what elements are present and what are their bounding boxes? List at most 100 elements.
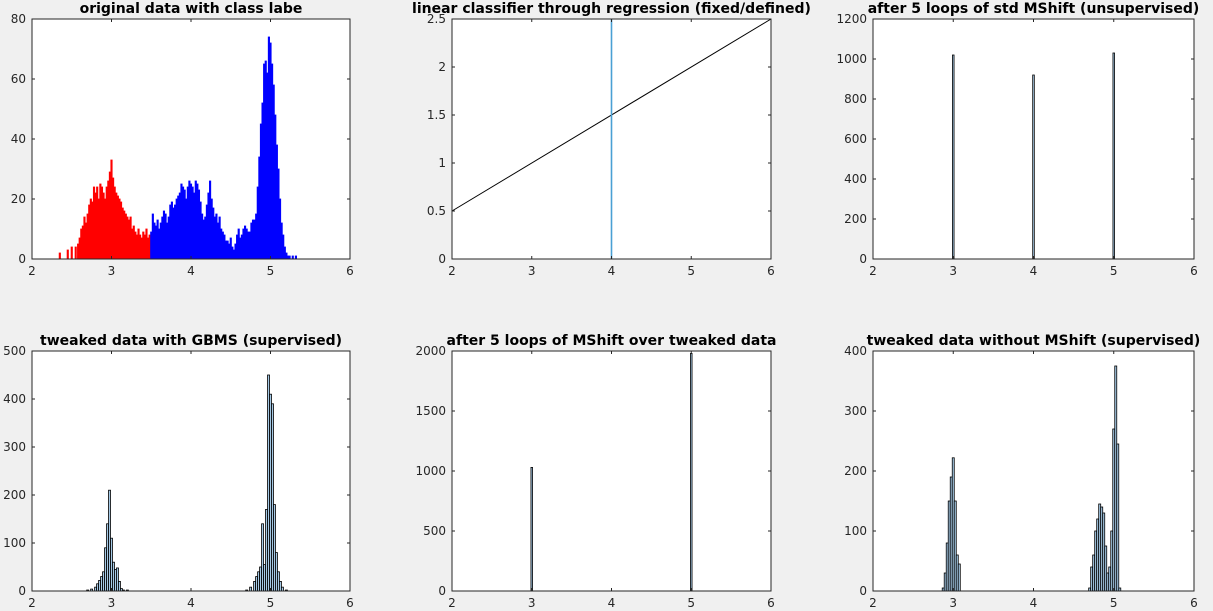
histogram-bar: [952, 54, 955, 260]
subplot-title: original data with class labe: [80, 1, 303, 17]
x-tick-label: 6: [346, 264, 354, 278]
histogram-bar: [1116, 443, 1120, 592]
histogram-bar: [158, 228, 161, 260]
histogram-bar: [224, 240, 228, 260]
histogram-bar: [78, 237, 81, 260]
histogram-bar: [92, 186, 96, 260]
histogram-bar: [281, 586, 284, 592]
histogram-bar: [139, 234, 142, 260]
x-tick-label: 3: [949, 596, 957, 610]
histogram-bar: [1032, 74, 1035, 260]
histogram-bar: [159, 222, 162, 260]
histogram-bar: [86, 213, 89, 260]
histogram-bar: [188, 180, 191, 260]
subplot-title: tweaked data without MShift (supervised): [867, 333, 1201, 349]
histogram-bar: [220, 228, 223, 260]
subplot-title: linear classifier through regression (fi…: [412, 1, 811, 17]
y-tick-label: 1: [438, 156, 446, 170]
histogram-bar: [58, 252, 61, 260]
histogram-bar: [170, 201, 173, 260]
histogram-bar: [255, 213, 258, 260]
histogram-bar: [278, 198, 282, 260]
x-tick-label: 4: [1030, 596, 1038, 610]
y-tick-label: 0.5: [427, 204, 446, 218]
histogram-bar: [127, 219, 131, 260]
x-tick-label: 2: [448, 264, 456, 278]
x-tick-label: 2: [869, 596, 877, 610]
histogram-bar: [193, 192, 196, 260]
y-tick-label: 1000: [836, 52, 867, 66]
histogram-bar: [110, 159, 113, 260]
histogram-bar: [256, 186, 259, 260]
y-tick-label: 0: [438, 252, 446, 266]
y-tick-label: 100: [3, 536, 26, 550]
histogram-bar: [207, 192, 210, 260]
histogram-bar: [250, 222, 253, 260]
histogram-bar: [116, 195, 119, 260]
histogram-bar: [283, 246, 286, 260]
histogram-bar: [161, 216, 164, 260]
histogram-bar: [177, 195, 180, 260]
x-tick-label: 4: [187, 596, 195, 610]
histogram-bar: [249, 586, 253, 592]
histogram-bar: [137, 228, 140, 260]
histogram-bar: [183, 189, 186, 260]
histogram-bar: [251, 219, 255, 260]
x-tick-label: 5: [1110, 264, 1118, 278]
histogram-bar: [70, 246, 73, 260]
histogram-bar: [124, 213, 127, 260]
histogram-bar: [272, 84, 275, 260]
histogram-bar: [150, 231, 153, 260]
histogram-bar: [212, 207, 215, 260]
histogram-bar: [91, 201, 94, 260]
histogram-bar: [131, 228, 134, 260]
x-tick-label: 4: [608, 596, 616, 610]
y-tick-label: 500: [423, 524, 446, 538]
histogram-bar: [164, 213, 167, 260]
histogram-bar: [135, 234, 139, 260]
histogram-bar: [134, 231, 137, 260]
histogram-bar: [189, 183, 193, 260]
histogram-bar: [151, 213, 154, 260]
histogram-bar: [232, 249, 236, 260]
histogram-bar: [221, 231, 224, 260]
histogram-bar: [239, 237, 242, 260]
histogram-bar: [248, 231, 251, 260]
histogram-bar: [174, 204, 177, 260]
histogram-bar: [140, 237, 143, 260]
histogram-bar: [178, 192, 181, 260]
x-tick-label: 2: [28, 264, 36, 278]
x-tick-label: 2: [869, 264, 877, 278]
histogram-bar: [259, 123, 263, 260]
histogram-bar: [147, 237, 150, 260]
histogram-bar: [112, 177, 115, 260]
histogram-bar: [172, 207, 175, 260]
histogram-bar: [74, 246, 77, 260]
histogram-bar: [99, 183, 102, 260]
x-tick-label: 3: [108, 264, 116, 278]
y-tick-label: 200: [844, 464, 867, 478]
histogram-bar: [126, 216, 129, 260]
histogram-bar: [258, 156, 261, 260]
subplot-title: after 5 loops of std MShift (unsupervise…: [868, 1, 1200, 17]
histogram-bar: [199, 201, 202, 260]
y-tick-label: 300: [844, 404, 867, 418]
x-tick-label: 6: [767, 596, 775, 610]
histogram-bar: [104, 198, 107, 260]
histogram-bar: [85, 222, 88, 260]
histogram-bar: [154, 225, 158, 260]
histogram-bar: [216, 222, 220, 260]
histogram-bar: [191, 186, 194, 260]
histogram-bar: [957, 563, 961, 592]
y-tick-label: 800: [844, 92, 867, 106]
histogram-bar: [247, 231, 250, 260]
histogram-bar: [530, 466, 533, 592]
plot-area: [452, 351, 771, 591]
histogram-bar: [100, 186, 104, 260]
histogram-bar: [102, 192, 105, 260]
